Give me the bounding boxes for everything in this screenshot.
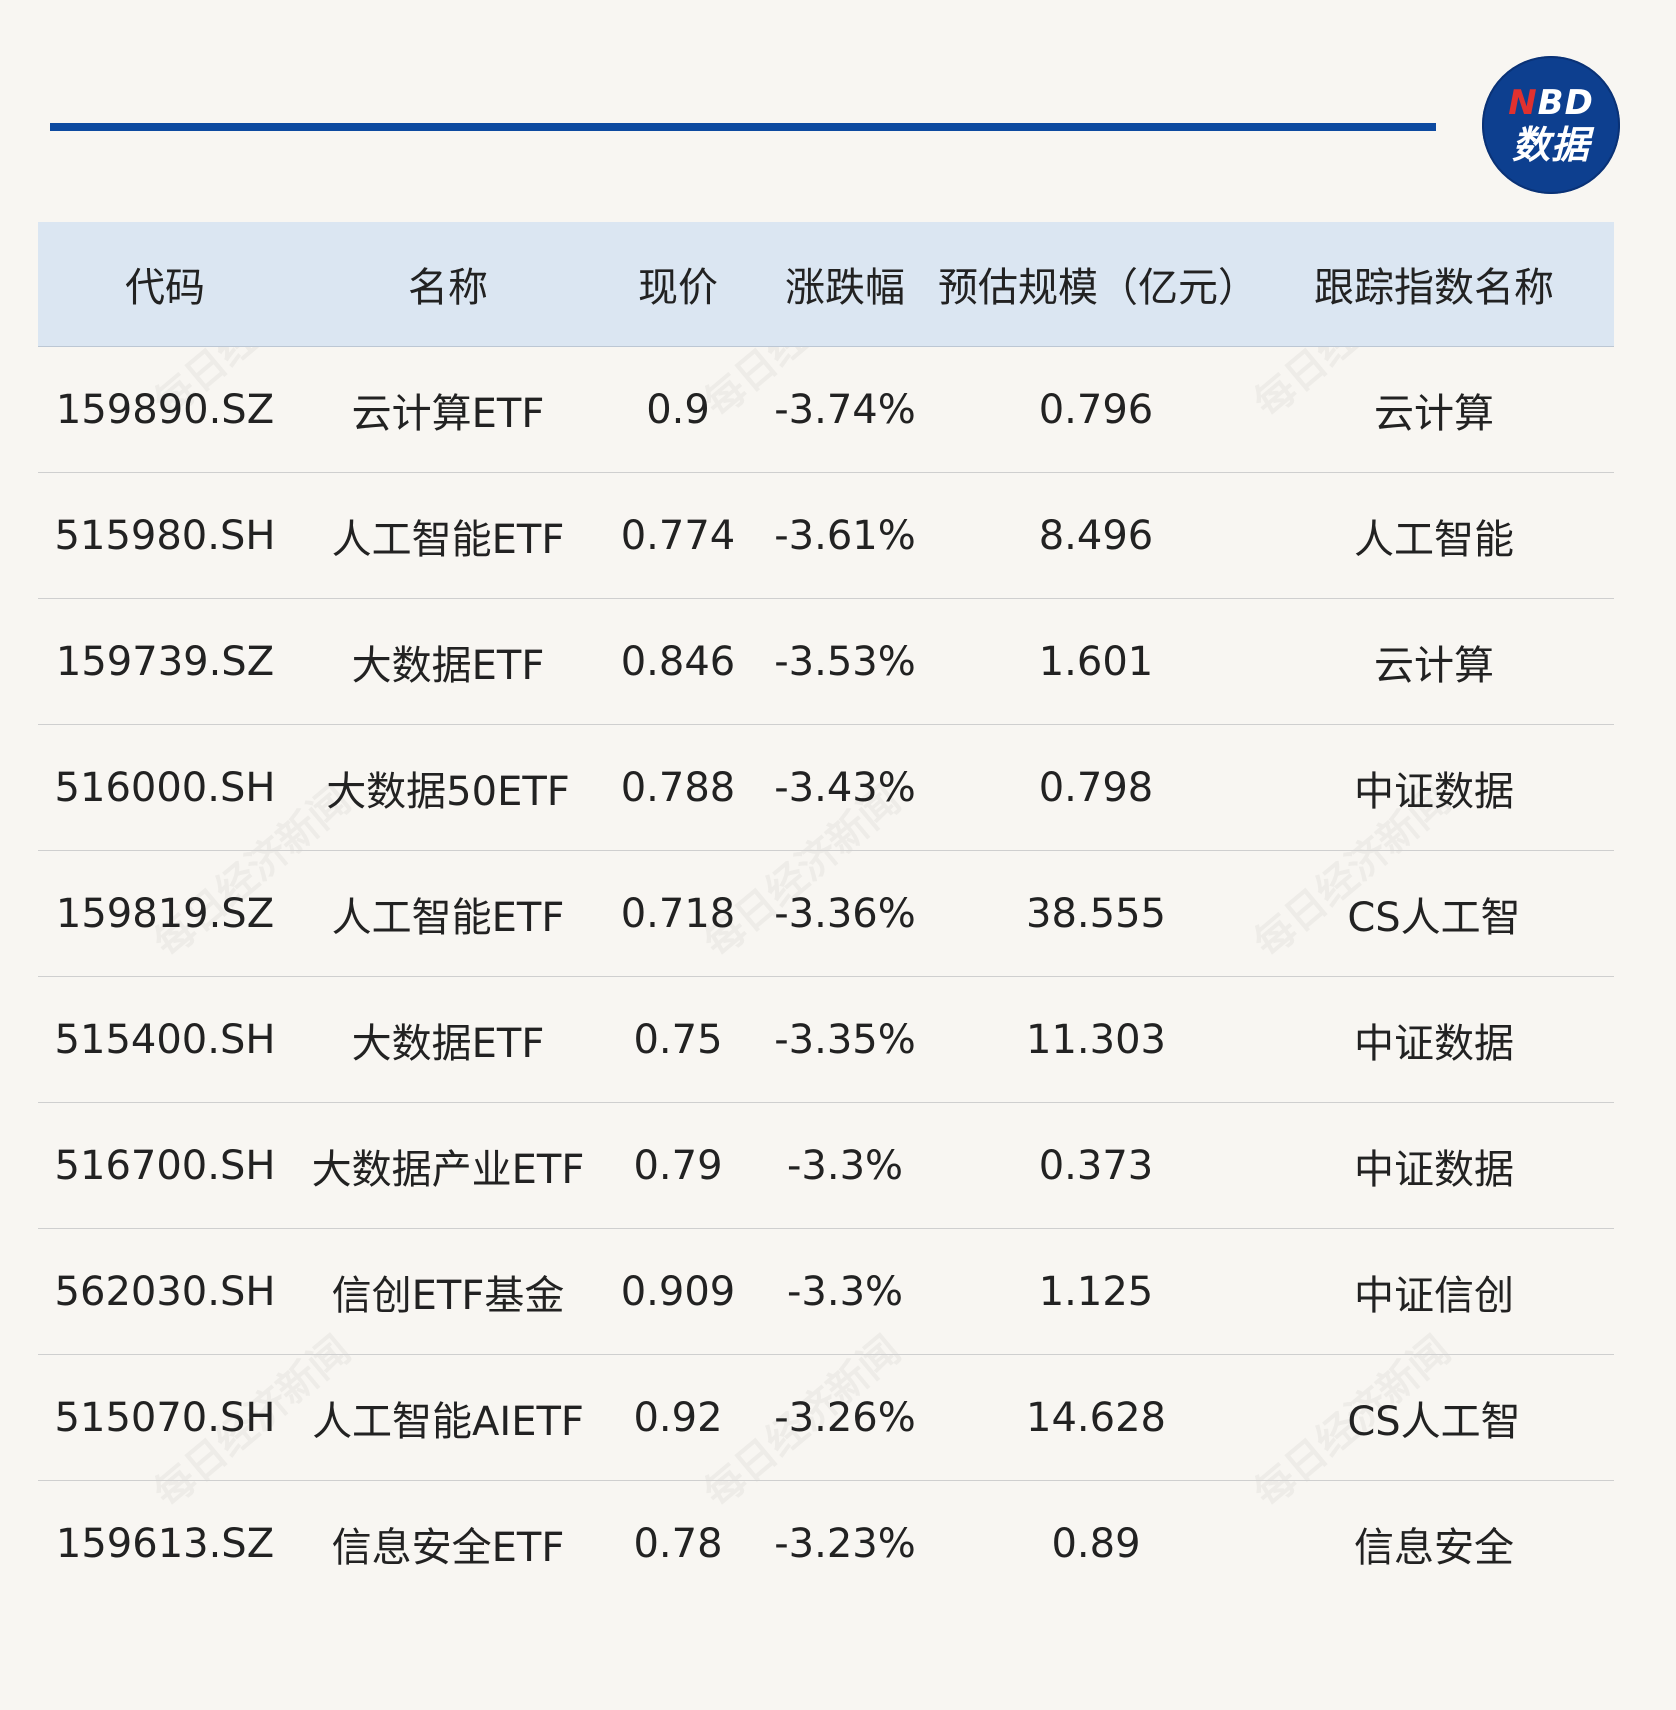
table-body: 159890.SZ 云计算ETF 0.9 -3.74% 0.796 云计算 515980.S… [38, 347, 1614, 1607]
cell-scale: 38.555 [1026, 890, 1166, 937]
nbd-data-logo: NBD 数据 [1482, 56, 1620, 194]
cell-code: 159819.SZ [55, 890, 275, 937]
cell-index: 中证数据 [1354, 1146, 1514, 1193]
cell-index: 中证数据 [1354, 1020, 1514, 1067]
cell-price: 0.909 [620, 1268, 736, 1315]
cell-index: 中证信创 [1354, 1272, 1514, 1319]
cell-name: 信息安全ETF [331, 1525, 565, 1571]
header-code: 代码 [125, 265, 205, 311]
cell-change: -3.36% [774, 890, 916, 937]
cell-price: 0.718 [620, 890, 736, 937]
cell-code: 159890.SZ [55, 386, 275, 433]
cell-change: -3.61% [774, 512, 916, 559]
cell-code: 515400.SH [54, 1016, 276, 1063]
cell-change: -3.26% [774, 1394, 916, 1441]
cell-change: -3.74% [774, 386, 916, 433]
cell-scale: 1.601 [1038, 638, 1154, 685]
cell-name: 大数据ETF [351, 1020, 545, 1067]
table-row: 159739.SZ 大数据ETF 0.846 -3.53% 1.601 云计算 [38, 599, 1614, 725]
cell-scale: 14.628 [1026, 1394, 1166, 1441]
cell-price: 0.774 [620, 512, 736, 559]
cell-name: 人工智能ETF [331, 516, 565, 563]
cell-code: 159613.SZ [55, 1521, 275, 1567]
cell-change: -3.53% [774, 638, 916, 685]
cell-name: 人工智能AIETF [312, 1398, 584, 1445]
table-row: 516000.SH 大数据50ETF 0.788 -3.43% 0.798 中证数据 [38, 725, 1614, 851]
table-row: 515400.SH 大数据ETF 0.75 -3.35% 11.303 中证数据 [38, 977, 1614, 1103]
table-row: 515070.SH 人工智能AIETF 0.92 -3.26% 14.628 CS人工智 [38, 1355, 1614, 1481]
cell-name: 大数据ETF [351, 642, 545, 689]
cell-code: 516700.SH [54, 1142, 276, 1189]
table-row: 159890.SZ 云计算ETF 0.9 -3.74% 0.796 云计算 [38, 347, 1614, 473]
logo-letter-n: N [1508, 83, 1538, 123]
header-change: 涨跌幅 [785, 265, 905, 311]
etf-table: 代码 名称 现价 涨跌幅 预估规模（亿元） 跟踪指数名称 159890.SZ 云计… [38, 222, 1614, 1607]
cell-price: 0.78 [633, 1521, 723, 1567]
top-accent-rule [50, 123, 1436, 131]
logo-subtitle: 数据 [1511, 123, 1590, 167]
cell-name: 大数据产业ETF [311, 1146, 585, 1193]
cell-scale: 11.303 [1026, 1016, 1166, 1063]
cell-scale: 0.798 [1038, 764, 1154, 811]
table-header-row: 代码 名称 现价 涨跌幅 预估规模（亿元） 跟踪指数名称 [38, 222, 1614, 347]
table-row: 516700.SH 大数据产业ETF 0.79 -3.3% 0.373 中证数据 [38, 1103, 1614, 1229]
cell-index: 人工智能 [1354, 516, 1514, 563]
cell-price: 0.92 [633, 1394, 723, 1441]
cell-change: -3.35% [774, 1016, 916, 1063]
cell-price: 0.788 [620, 764, 736, 811]
header-index: 跟踪指数名称 [1314, 265, 1554, 311]
cell-scale: 0.89 [1051, 1521, 1141, 1567]
cell-change: -3.43% [774, 764, 916, 811]
cell-price: 0.846 [620, 638, 736, 685]
header-scale: 预估规模（亿元） [938, 265, 1258, 311]
cell-price: 0.75 [633, 1016, 723, 1063]
logo-letters-bd: BD [1537, 83, 1594, 123]
cell-index: 云计算 [1374, 390, 1494, 437]
cell-name: 云计算ETF [351, 390, 545, 437]
table-row: 159819.SZ 人工智能ETF 0.718 -3.36% 38.555 CS人工智 [38, 851, 1614, 977]
header-price: 现价 [638, 265, 718, 311]
cell-change: -3.3% [786, 1268, 904, 1315]
cell-scale: 1.125 [1038, 1268, 1154, 1315]
cell-name: 人工智能ETF [331, 894, 565, 941]
cell-scale: 0.373 [1038, 1142, 1154, 1189]
cell-code: 516000.SH [54, 764, 276, 811]
cell-index: 云计算 [1374, 642, 1494, 689]
logo-wordmark: NBD [1508, 86, 1594, 120]
cell-index: CS人工智 [1347, 1398, 1521, 1445]
cell-price: 0.79 [633, 1142, 723, 1189]
cell-name: 信创ETF基金 [331, 1272, 565, 1319]
table-row: 159613.SZ 信息安全ETF 0.78 -3.23% 0.89 信息安全 [38, 1481, 1614, 1607]
table-row: 515980.SH 人工智能ETF 0.774 -3.61% 8.496 人工智能 [38, 473, 1614, 599]
table-row: 562030.SH 信创ETF基金 0.909 -3.3% 1.125 中证信创 [38, 1229, 1614, 1355]
cell-index: CS人工智 [1347, 894, 1521, 941]
cell-name: 大数据50ETF [326, 768, 570, 815]
cell-code: 515070.SH [54, 1394, 276, 1441]
cell-scale: 0.796 [1038, 386, 1154, 433]
cell-code: 515980.SH [54, 512, 276, 559]
cell-code: 159739.SZ [55, 638, 275, 685]
header-name: 名称 [408, 265, 488, 311]
cell-change: -3.23% [774, 1521, 916, 1567]
cell-change: -3.3% [786, 1142, 904, 1189]
cell-index: 中证数据 [1354, 768, 1514, 815]
cell-index: 信息安全 [1354, 1525, 1514, 1571]
cell-code: 562030.SH [54, 1268, 276, 1315]
cell-price: 0.9 [646, 386, 710, 433]
cell-scale: 8.496 [1038, 512, 1154, 559]
